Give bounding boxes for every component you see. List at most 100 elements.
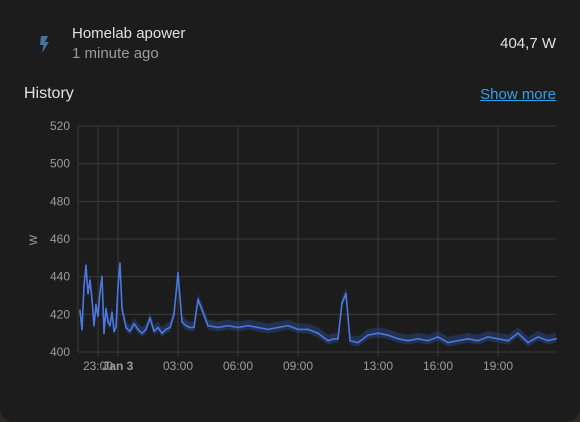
y-tick-label: 460 xyxy=(50,232,70,246)
show-more-link[interactable]: Show more xyxy=(480,86,556,103)
data-point xyxy=(129,330,131,333)
data-point xyxy=(487,336,489,338)
data-point xyxy=(327,339,329,342)
data-point xyxy=(97,315,99,318)
data-point xyxy=(145,328,147,331)
data-point xyxy=(357,341,359,344)
data-point xyxy=(341,302,343,304)
data-point xyxy=(333,337,335,340)
data-point xyxy=(349,339,351,342)
data-point xyxy=(95,304,97,306)
data-point xyxy=(87,292,89,295)
x-tick-label: 03:00 xyxy=(163,359,193,373)
data-point xyxy=(477,339,479,342)
data-point xyxy=(247,324,249,327)
y-tick-label: 420 xyxy=(50,307,70,321)
data-point xyxy=(177,272,179,274)
entity-header: Homelab apower 1 minute ago 404,7 W xyxy=(0,0,580,80)
data-point xyxy=(407,339,409,342)
data-point xyxy=(125,326,127,329)
data-point xyxy=(317,332,319,335)
data-point xyxy=(169,326,171,329)
data-point xyxy=(467,337,469,340)
data-point xyxy=(507,339,509,342)
x-tick-label: 19:00 xyxy=(483,359,513,373)
data-point xyxy=(89,279,91,282)
data-point xyxy=(457,339,459,342)
series-group xyxy=(79,257,557,347)
data-point xyxy=(111,311,113,314)
data-point xyxy=(537,336,539,338)
x-tick-label: 23:00 xyxy=(83,359,113,373)
data-point xyxy=(83,285,85,287)
data-point xyxy=(555,337,557,340)
data-point xyxy=(161,332,163,335)
x-tick-label: 13:00 xyxy=(363,359,393,373)
data-point xyxy=(79,309,81,312)
y-tick-labels: 400 420 440 460 480 500 520 xyxy=(50,119,70,359)
y-tick-label: 440 xyxy=(50,270,70,284)
data-point xyxy=(115,326,117,329)
data-point xyxy=(237,326,239,329)
data-point xyxy=(121,307,123,310)
data-point xyxy=(85,264,87,267)
data-point xyxy=(345,292,347,295)
data-point xyxy=(137,328,139,331)
data-point xyxy=(99,290,101,293)
data-point xyxy=(91,298,93,301)
data-point xyxy=(397,337,399,340)
data-point xyxy=(257,326,259,329)
history-title: History xyxy=(24,85,74,102)
data-point xyxy=(207,324,209,327)
data-point xyxy=(427,339,429,342)
data-point xyxy=(133,322,135,325)
data-point xyxy=(437,336,439,338)
data-point xyxy=(197,298,199,301)
data-point xyxy=(447,341,449,344)
data-point xyxy=(157,326,159,329)
chart-grid xyxy=(77,125,556,356)
data-point xyxy=(181,321,183,323)
data-point xyxy=(277,326,279,329)
entity-state: 404,7 W xyxy=(500,35,556,52)
data-point xyxy=(377,332,379,335)
data-point xyxy=(189,326,191,329)
data-point xyxy=(103,332,105,335)
data-point xyxy=(101,275,103,278)
data-point xyxy=(119,262,121,265)
series-line xyxy=(79,262,557,344)
data-point xyxy=(107,321,109,323)
x-tick-label: 09:00 xyxy=(283,359,313,373)
data-point xyxy=(141,332,143,335)
data-point xyxy=(417,337,419,340)
data-point xyxy=(547,339,549,342)
data-point xyxy=(367,334,369,336)
data-point xyxy=(497,337,499,340)
data-point xyxy=(387,334,389,336)
y-tick-label: 520 xyxy=(50,119,70,133)
data-point xyxy=(267,328,269,331)
data-point xyxy=(217,326,219,329)
flash-icon xyxy=(33,33,55,55)
y-tick-label: 500 xyxy=(50,157,70,171)
y-tick-label: 400 xyxy=(50,345,70,359)
data-point xyxy=(185,324,187,327)
data-point xyxy=(337,337,339,340)
data-point xyxy=(153,330,155,333)
data-point xyxy=(165,328,167,331)
data-point xyxy=(517,332,519,335)
y-axis-label: W xyxy=(28,234,40,245)
data-point xyxy=(117,285,119,287)
data-point xyxy=(193,326,195,329)
data-point xyxy=(297,328,299,331)
data-point xyxy=(227,324,229,327)
data-point xyxy=(149,317,151,319)
data-point xyxy=(287,324,289,327)
data-point xyxy=(307,328,309,331)
data-point xyxy=(109,324,111,327)
x-tick-label: 16:00 xyxy=(423,359,453,373)
data-point xyxy=(527,341,529,344)
x-tick-label: 06:00 xyxy=(223,359,253,373)
data-point xyxy=(93,324,95,327)
